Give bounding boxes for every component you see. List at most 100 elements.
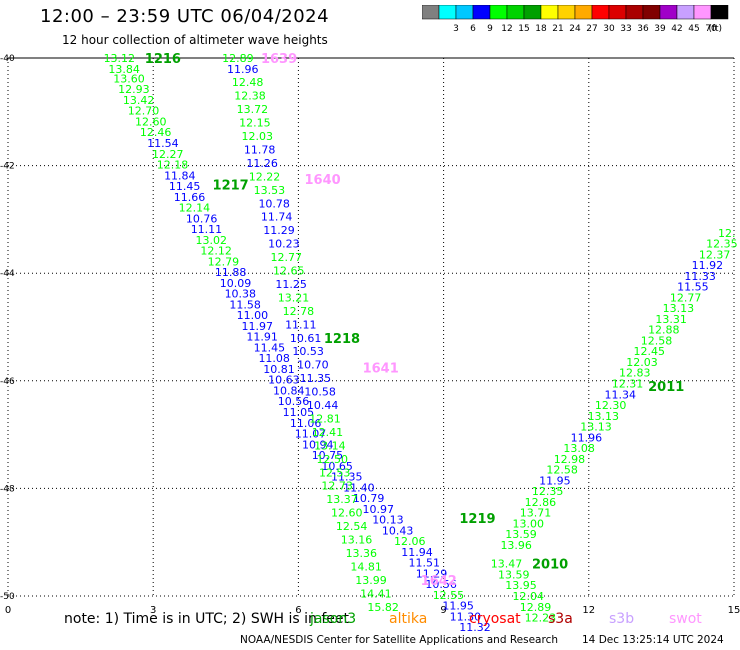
colorbar-swatch [557,5,576,20]
wave-height-point: 11.95 [539,474,571,487]
x-tick-label: 3 [150,605,156,616]
wave-height-point: 13.72 [237,103,269,116]
wave-height-point: 10.38 [225,288,257,301]
pass-label: 1639 [261,52,297,67]
colorbar-unit: (ft) [708,24,722,34]
wave-height-point: 10.44 [307,399,339,412]
colorbar-label: 21 [552,24,563,34]
colorbar-swatch [523,5,542,20]
colorbar-swatch [489,5,508,20]
wave-height-point: 11.95 [442,600,474,613]
wave-height-point: 15.82 [367,601,399,614]
wave-height-point: 11.08 [258,352,290,365]
wave-height-point: 11.29 [416,567,448,580]
wave-height-point: 10.78 [258,197,290,210]
wave-height-point: 12.89 [520,601,552,614]
wave-height-point: 12.06 [394,535,426,548]
colorbar-swatch [422,5,440,20]
wave-height-point: 12.79 [208,255,240,268]
wave-height-point: 12.15 [239,117,271,130]
colorbar-label: 39 [654,24,666,34]
wave-height-point: 13.21 [278,291,310,304]
legend-item-altika: altika [389,611,428,627]
wave-height-point: 11.11 [285,318,317,331]
footer-timestamp: 14 Dec 13:25:14 UTC 2024 [582,634,724,646]
y-tick-label: -42 [0,162,15,172]
wave-height-point: 10.76 [186,212,218,225]
wave-height-point: 13.13 [663,302,695,315]
wave-height-point: 13.13 [580,421,612,434]
wave-height-point: 12.18 [157,159,189,172]
wave-height-point: 10.94 [302,438,334,451]
y-tick-label: -46 [0,377,15,387]
wave-height-point: 12.38 [234,90,266,103]
wave-height-point: 12.70 [128,105,160,118]
pass-label: 2010 [532,558,568,573]
wave-height-point: 12.35 [706,238,738,251]
pass-label: 1640 [305,173,341,188]
colorbar-swatch [710,5,729,20]
page-title: 12:00 – 23:59 UTC 06/04/2024 [40,6,330,27]
wave-height-point: 10.09 [220,277,252,290]
colorbar-label: 36 [637,24,649,34]
y-tick-label: -48 [0,484,15,494]
wave-height-point: 12.14 [179,202,211,215]
colorbar-swatch [455,5,474,20]
wave-height-point: 11.84 [164,169,196,182]
wave-height-point: 13.14 [314,439,346,452]
colorbar-label: 24 [569,24,581,34]
wave-height-point: 12.53 [319,466,351,479]
legend-item-swot: swot [669,611,702,627]
colorbar-legend: 3 6 9 12 15 18 21 24 27 30 33 36 39 42 45 70(ft) [422,5,729,34]
wave-height-point: 12.30 [595,399,627,412]
x-tick-label: 15 [728,605,740,616]
wave-height-point: 11.96 [227,63,259,76]
colorbar-swatch [625,5,644,20]
wave-height-point: 12. [718,227,736,240]
colorbar-label: 33 [620,24,631,34]
wave-height-point: 11.26 [246,157,278,170]
colorbar-label: 6 [470,24,476,34]
wave-height-point: 13.36 [346,547,378,560]
wave-height-point: 12.03 [626,356,658,369]
wave-height-point: 11.33 [684,270,716,283]
wave-height-point: 10.75 [312,449,344,462]
wave-height-point: 12.78 [283,305,315,318]
wave-height-point: 10.53 [292,345,324,358]
wave-height-point: 12.04 [513,590,545,603]
wave-height-point: 13.37 [326,493,358,506]
wave-height-point: 13.16 [341,534,373,547]
pass-label: 1219 [459,512,495,527]
y-tick-label: -50 [0,592,15,602]
wave-height-point: 13.99 [355,574,387,587]
colorbar-swatch [540,5,559,20]
wave-height-point: 12.89 [222,52,254,65]
wave-height-point: 14.41 [360,587,392,600]
wave-height-point: 12.65 [273,265,305,278]
wave-height-point: 13.95 [505,579,537,592]
legend-item-s3a: s3a [548,611,573,627]
wave-height-point: 10.43 [382,524,414,537]
wave-height-point: 12.45 [634,345,666,358]
wave-height-point: 13.13 [588,410,620,423]
legend-item-s3b: s3b [609,611,635,627]
x-tick-label: 9 [440,605,446,616]
colorbar-label: 27 [586,24,597,34]
wave-height-point: 11.45 [254,341,286,354]
wave-height-point: 12.27 [152,148,184,161]
wave-height-point: 12.77 [670,291,702,304]
colorbar-swatch [642,5,661,20]
wave-height-point: 10.65 [321,460,353,473]
wave-height-point: 12.81 [309,412,341,425]
wave-height-point: 12.60 [135,115,167,128]
wave-height-point: 12.50 [317,453,349,466]
wave-height-point: 13.84 [108,63,140,76]
wave-height-point: 10.56 [278,395,310,408]
wave-height-point: 11.11 [191,223,223,236]
wave-height-point: 10.70 [297,359,329,372]
wave-height-point: 12.46 [140,126,172,139]
wave-height-point: 12.83 [619,367,651,380]
colorbar-swatch [472,5,491,20]
colorbar-swatch [574,5,593,20]
wave-height-point: 13.47 [491,558,523,571]
